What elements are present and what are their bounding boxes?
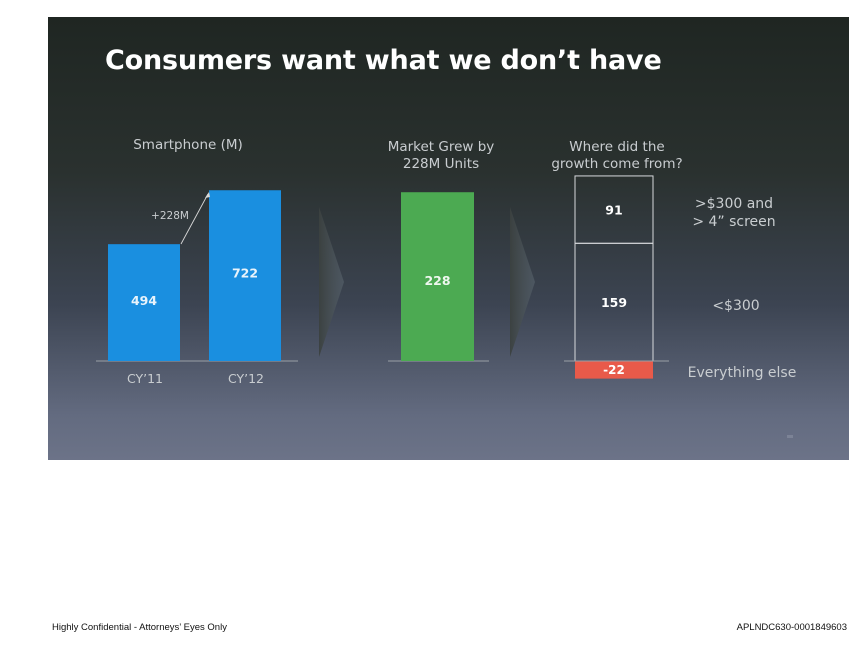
- footer-document-id: APLNDC630-0001849603: [736, 622, 847, 633]
- chart3-title-line: Where did the: [569, 139, 665, 155]
- chart2-title-line: 228M Units: [402, 156, 480, 172]
- chart3-title-line: growth come from?: [551, 156, 683, 172]
- chevron-arrow-icon: [319, 207, 344, 357]
- chart2-value-label: 228: [424, 273, 450, 288]
- slide-title: Consumers want what we don’t have: [105, 45, 662, 76]
- slide: Consumers want what we don’t have Smartp…: [48, 17, 849, 460]
- slide-mark: [787, 435, 793, 438]
- growth-arrow-line: [180, 193, 209, 245]
- chart3-title: Where did the growth come from?: [532, 139, 702, 173]
- chart1-category-label: CY’12: [228, 371, 264, 386]
- footer-confidential: Highly Confidential - Attorneys’ Eyes On…: [52, 622, 227, 633]
- chart3-segment-name: > 4” screen: [692, 214, 775, 230]
- chart1-annotation: +228M: [151, 210, 189, 222]
- chart1-value-label: 722: [232, 265, 258, 280]
- chart1-bar-cy11: [108, 244, 180, 361]
- charts-canvas: 494 722 CY’11 CY’12 +228M 228 91 159 -22…: [96, 175, 797, 438]
- chart1-bar-cy12: [209, 190, 281, 361]
- chart2-title: Market Grew by 228M Units: [366, 139, 516, 173]
- chart1: 494 722 CY’11 CY’12 +228M: [96, 190, 298, 386]
- chart3-value-label: 159: [601, 295, 627, 310]
- chart3-value-label: -22: [603, 363, 625, 377]
- growth-arrow-head-icon: [205, 192, 210, 198]
- chart3-segment-name: <$300: [712, 298, 759, 314]
- chart3-segment-everything-else: [575, 361, 653, 379]
- chart2-title-line: Market Grew by: [387, 139, 495, 155]
- chart2: 228: [388, 192, 489, 362]
- chevron-arrow-icon: [510, 207, 535, 357]
- chart1-title: Smartphone (M): [133, 137, 243, 153]
- chart3-value-label: 91: [605, 203, 622, 218]
- chart3-segment-name: >$300 and: [695, 196, 773, 212]
- chart1-value-label: 494: [131, 293, 157, 308]
- chart3-segment-name: Everything else: [688, 365, 797, 381]
- chart2-bar-growth: [401, 192, 474, 361]
- chart3: 91 159 -22 >$300 and > 4” screen <$300 E…: [564, 175, 797, 381]
- chart1-category-label: CY’11: [127, 371, 163, 386]
